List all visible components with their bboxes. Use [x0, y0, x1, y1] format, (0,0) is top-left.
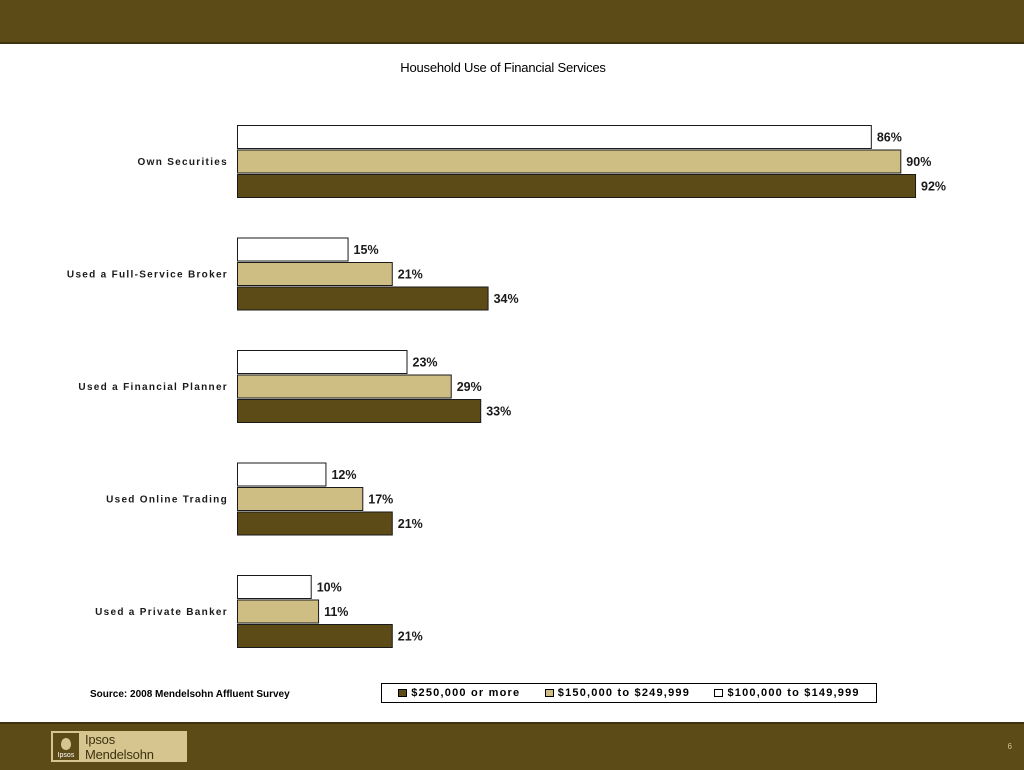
data-label: 21% — [398, 517, 423, 531]
legend-label: $100,000 to $149,999 — [727, 687, 860, 699]
bar-tan — [237, 599, 320, 624]
data-label: 90% — [906, 155, 931, 169]
footer-band: Ipsos Ipsos Mendelsohn 6 — [0, 722, 1024, 770]
bar-dark — [237, 174, 917, 198]
data-label: 11% — [324, 605, 348, 619]
bar-tan — [237, 487, 364, 511]
bar-dark — [237, 511, 393, 536]
bar-dark — [237, 624, 393, 648]
data-label: 29% — [457, 380, 482, 394]
data-label: 15% — [354, 243, 379, 257]
category-label: Used a Financial Planner — [78, 382, 228, 393]
logo-mark-text: Ipsos — [57, 752, 75, 759]
data-label: 33% — [486, 405, 511, 419]
legend-item: $250,000 or more — [398, 687, 520, 699]
bar-dark — [237, 399, 482, 423]
bar-tan — [237, 374, 452, 399]
chart-title: Household Use of Financial Services — [400, 60, 606, 75]
category-label: Used a Private Banker — [95, 607, 228, 618]
ipsos-logo-icon: Ipsos — [53, 733, 79, 760]
bar-chart: Own Securities 86% 90% 92% Used a Full-Servi… — [67, 125, 946, 648]
bar-white — [237, 575, 312, 599]
data-label: 12% — [331, 468, 356, 482]
source-note: Source: 2008 Mendelsohn Affluent Survey — [90, 689, 290, 700]
category-label: Used a Full-Service Broker — [67, 270, 228, 281]
chart-legend: $250,000 or more $150,000 to $249,999 $100… — [381, 683, 877, 703]
data-label: 21% — [398, 268, 423, 282]
bar-white — [237, 462, 327, 487]
legend-swatch — [398, 689, 408, 697]
logo-text: Ipsos Mendelsohn — [84, 731, 154, 762]
page-number: 6 — [1007, 742, 1012, 751]
legend-swatch — [714, 689, 724, 697]
bar-white — [237, 350, 408, 374]
bar-white — [237, 125, 872, 149]
data-label: 86% — [877, 131, 902, 145]
data-label: 10% — [317, 581, 342, 595]
legend-item: $100,000 to $149,999 — [714, 687, 859, 699]
data-label: 23% — [413, 356, 438, 370]
header-band — [0, 0, 1024, 44]
legend-item: $150,000 to $249,999 — [544, 687, 691, 699]
data-label: 21% — [398, 630, 423, 644]
legend-label: $150,000 to $249,999 — [557, 687, 691, 699]
data-label: 92% — [921, 180, 946, 194]
bar-dark — [237, 286, 489, 311]
bar-white — [237, 237, 349, 262]
ipsos-mendelsohn-logo: Ipsos Ipsos Mendelsohn — [51, 731, 187, 762]
legend-label: $250,000 or more — [411, 687, 521, 699]
category-label: Own Securities — [138, 157, 228, 168]
category-label: Used Online Trading — [106, 495, 228, 506]
bar-tan — [237, 262, 393, 286]
legend-swatch — [544, 689, 554, 697]
bar-tan — [237, 149, 902, 174]
data-label: 17% — [368, 493, 393, 507]
data-label: 34% — [494, 292, 519, 306]
